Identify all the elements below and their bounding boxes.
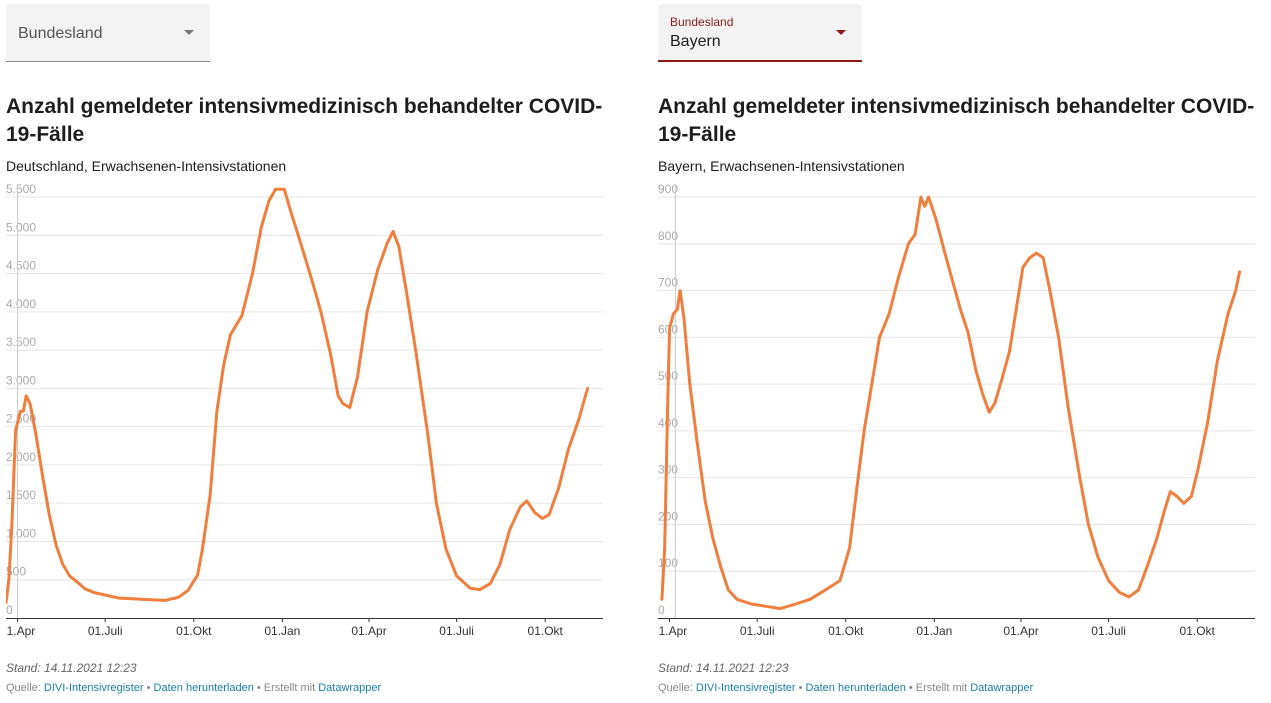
source-link[interactable]: DIVI-Intensivregister bbox=[43, 682, 144, 694]
x-tick-label: 01.Okt bbox=[528, 624, 564, 638]
chart-subtitle: Deutschland, Erwachsenen-Intensivstation… bbox=[6, 158, 287, 174]
download-data-link[interactable]: Daten herunterladen bbox=[153, 682, 254, 694]
y-tick-label: 1.000 bbox=[6, 526, 36, 540]
chart-panel-deutschland: Bundesland Anzahl gemeldeter intensivmed… bbox=[6, 0, 610, 703]
y-tick-label: 900 bbox=[658, 182, 678, 196]
x-tick-label: 01.Apr bbox=[6, 624, 35, 638]
x-tick-label: 01.Juli bbox=[439, 624, 474, 638]
y-tick-label: 0 bbox=[6, 603, 13, 617]
y-tick-label: 500 bbox=[6, 565, 26, 579]
chevron-down-icon bbox=[836, 30, 846, 35]
created-with-text: • Erstellt mit bbox=[905, 682, 971, 694]
source-prefix: Quelle: bbox=[6, 682, 44, 694]
source-separator: • bbox=[795, 682, 806, 694]
bundesland-select-label: Bundesland bbox=[670, 15, 734, 29]
x-tick-label: 01.Apr bbox=[658, 624, 687, 638]
created-with-text: • Erstellt mit bbox=[253, 682, 319, 694]
x-tick-label: 01.Okt bbox=[828, 624, 864, 638]
chart-source: Quelle: DIVI-Intensivregister • Daten he… bbox=[6, 682, 381, 694]
x-tick-label: 01.Juli bbox=[740, 624, 775, 638]
y-tick-label: 2.500 bbox=[6, 412, 36, 426]
chart-source: Quelle: DIVI-Intensivregister • Daten he… bbox=[658, 682, 1033, 694]
x-tick-label: 01.Okt bbox=[1180, 624, 1216, 638]
y-tick-label: 3.500 bbox=[6, 335, 36, 349]
source-link[interactable]: DIVI-Intensivregister bbox=[695, 682, 796, 694]
chart-timestamp: Stand: 14.11.2021 12:23 bbox=[658, 661, 789, 675]
y-tick-label: 200 bbox=[658, 509, 678, 523]
chart-panel-bayern: Bundesland Bayern Anzahl gemeldeter inte… bbox=[658, 0, 1262, 703]
x-tick-label: 01.Jan bbox=[264, 624, 300, 638]
bundesland-select[interactable]: Bundesland bbox=[6, 4, 210, 62]
bundesland-select-placeholder: Bundesland bbox=[18, 25, 103, 42]
chart-title: Anzahl gemeldeter intensivmedizinisch be… bbox=[6, 95, 603, 146]
x-tick-label: 01.Okt bbox=[176, 624, 212, 638]
y-tick-label: 3.000 bbox=[6, 373, 36, 387]
datawrapper-link[interactable]: Datawrapper bbox=[318, 682, 382, 694]
line-chart-deutschland: 0 500 1.000 1.500 2.000 2.500 3.000 3.500 4.000 4… bbox=[6, 182, 603, 638]
y-tick-label: 2.000 bbox=[6, 450, 36, 464]
series-line bbox=[660, 195, 1242, 611]
y-tick-label: 1.500 bbox=[6, 488, 36, 502]
line-chart-bayern: 010020030040050060070080090001.Apr01.Jul… bbox=[658, 182, 1255, 638]
x-tick-label: 01.Juli bbox=[88, 624, 123, 638]
chart-subtitle: Bayern, Erwachsenen-Intensivstationen bbox=[658, 158, 905, 174]
y-tick-label: 0 bbox=[658, 603, 665, 617]
x-tick-label: 01.Jan bbox=[916, 624, 952, 638]
y-tick-label: 800 bbox=[658, 229, 678, 243]
bundesland-select-value: Bayern bbox=[670, 33, 721, 50]
x-tick-label: 01.Apr bbox=[351, 624, 386, 638]
chart-title: Anzahl gemeldeter intensivmedizinisch be… bbox=[658, 95, 1255, 146]
y-tick-label: 5.500 bbox=[6, 182, 36, 196]
x-tick-label: 01.Apr bbox=[1003, 624, 1038, 638]
datawrapper-link[interactable]: Datawrapper bbox=[970, 682, 1034, 694]
series-line bbox=[6, 187, 590, 605]
chevron-down-icon bbox=[184, 30, 194, 35]
bundesland-select[interactable]: Bundesland Bayern bbox=[658, 4, 862, 62]
y-tick-label: 5.000 bbox=[6, 220, 36, 234]
y-tick-label: 4.500 bbox=[6, 259, 36, 273]
y-tick-label: 700 bbox=[658, 276, 678, 290]
source-separator: • bbox=[143, 682, 154, 694]
y-tick-label: 300 bbox=[658, 463, 678, 477]
source-prefix: Quelle: bbox=[658, 682, 696, 694]
y-tick-label: 4.000 bbox=[6, 297, 36, 311]
download-data-link[interactable]: Daten herunterladen bbox=[805, 682, 906, 694]
chart-timestamp: Stand: 14.11.2021 12:23 bbox=[6, 661, 137, 675]
x-tick-label: 01.Juli bbox=[1091, 624, 1126, 638]
